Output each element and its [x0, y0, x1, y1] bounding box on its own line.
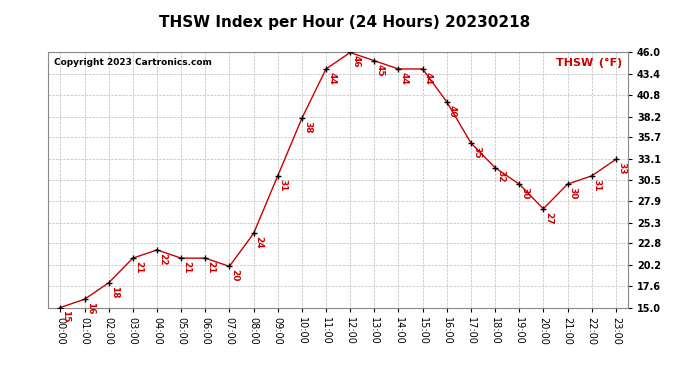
- Text: 30: 30: [520, 187, 529, 199]
- Text: 20: 20: [230, 269, 239, 282]
- Text: 18: 18: [110, 286, 119, 298]
- Text: Copyright 2023 Cartronics.com: Copyright 2023 Cartronics.com: [54, 58, 212, 67]
- Text: 33: 33: [617, 162, 626, 175]
- Text: 21: 21: [206, 261, 215, 273]
- Text: 32: 32: [496, 171, 505, 183]
- Text: 46: 46: [351, 55, 360, 68]
- Text: 31: 31: [593, 178, 602, 191]
- Text: 30: 30: [569, 187, 578, 199]
- Text: 31: 31: [279, 178, 288, 191]
- Text: 24: 24: [255, 236, 264, 249]
- Text: 27: 27: [544, 211, 553, 224]
- Text: 21: 21: [134, 261, 143, 273]
- Text: 45: 45: [375, 63, 384, 76]
- Text: 16: 16: [86, 302, 95, 315]
- Text: THSW Index per Hour (24 Hours) 20230218: THSW Index per Hour (24 Hours) 20230218: [159, 15, 531, 30]
- Text: 40: 40: [448, 105, 457, 117]
- Text: THSW (°F): THSW (°F): [556, 58, 622, 68]
- Text: 22: 22: [158, 253, 167, 265]
- Text: 21: 21: [182, 261, 191, 273]
- Text: 15: 15: [61, 310, 70, 323]
- Text: 44: 44: [424, 72, 433, 84]
- Text: 35: 35: [472, 146, 481, 158]
- Text: 44: 44: [400, 72, 408, 84]
- Text: 38: 38: [303, 121, 312, 134]
- Text: 44: 44: [327, 72, 336, 84]
